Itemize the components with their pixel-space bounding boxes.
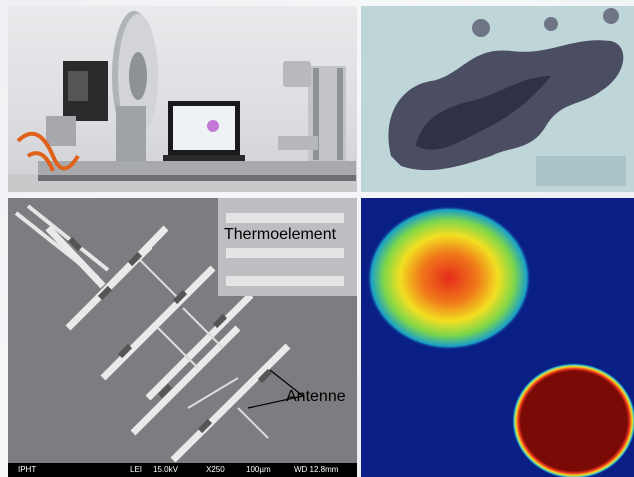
thermoelement-label: Thermoelement <box>224 226 337 243</box>
grayscale-image <box>361 6 634 192</box>
sem-info-bar: IPHT LEI 15.0kV X250 100µm WD 12.8mm <box>8 463 357 477</box>
sem-scale-label: 100µm <box>246 465 271 474</box>
sem-lab-label: IPHT <box>18 465 37 474</box>
antenne-label: Antenne <box>286 388 346 405</box>
sem-detector-label: LEI <box>130 465 143 474</box>
sem-micrograph: Thermoelement Antenne IPHT LEI 15.0kV X2… <box>8 198 357 477</box>
sem-voltage-label: 15.0kV <box>153 465 178 474</box>
sem-magnification-label: X250 <box>206 465 225 474</box>
apparatus-photo <box>8 6 357 192</box>
false-color-map <box>361 198 634 477</box>
sem-wd-label: WD 12.8mm <box>294 465 339 474</box>
